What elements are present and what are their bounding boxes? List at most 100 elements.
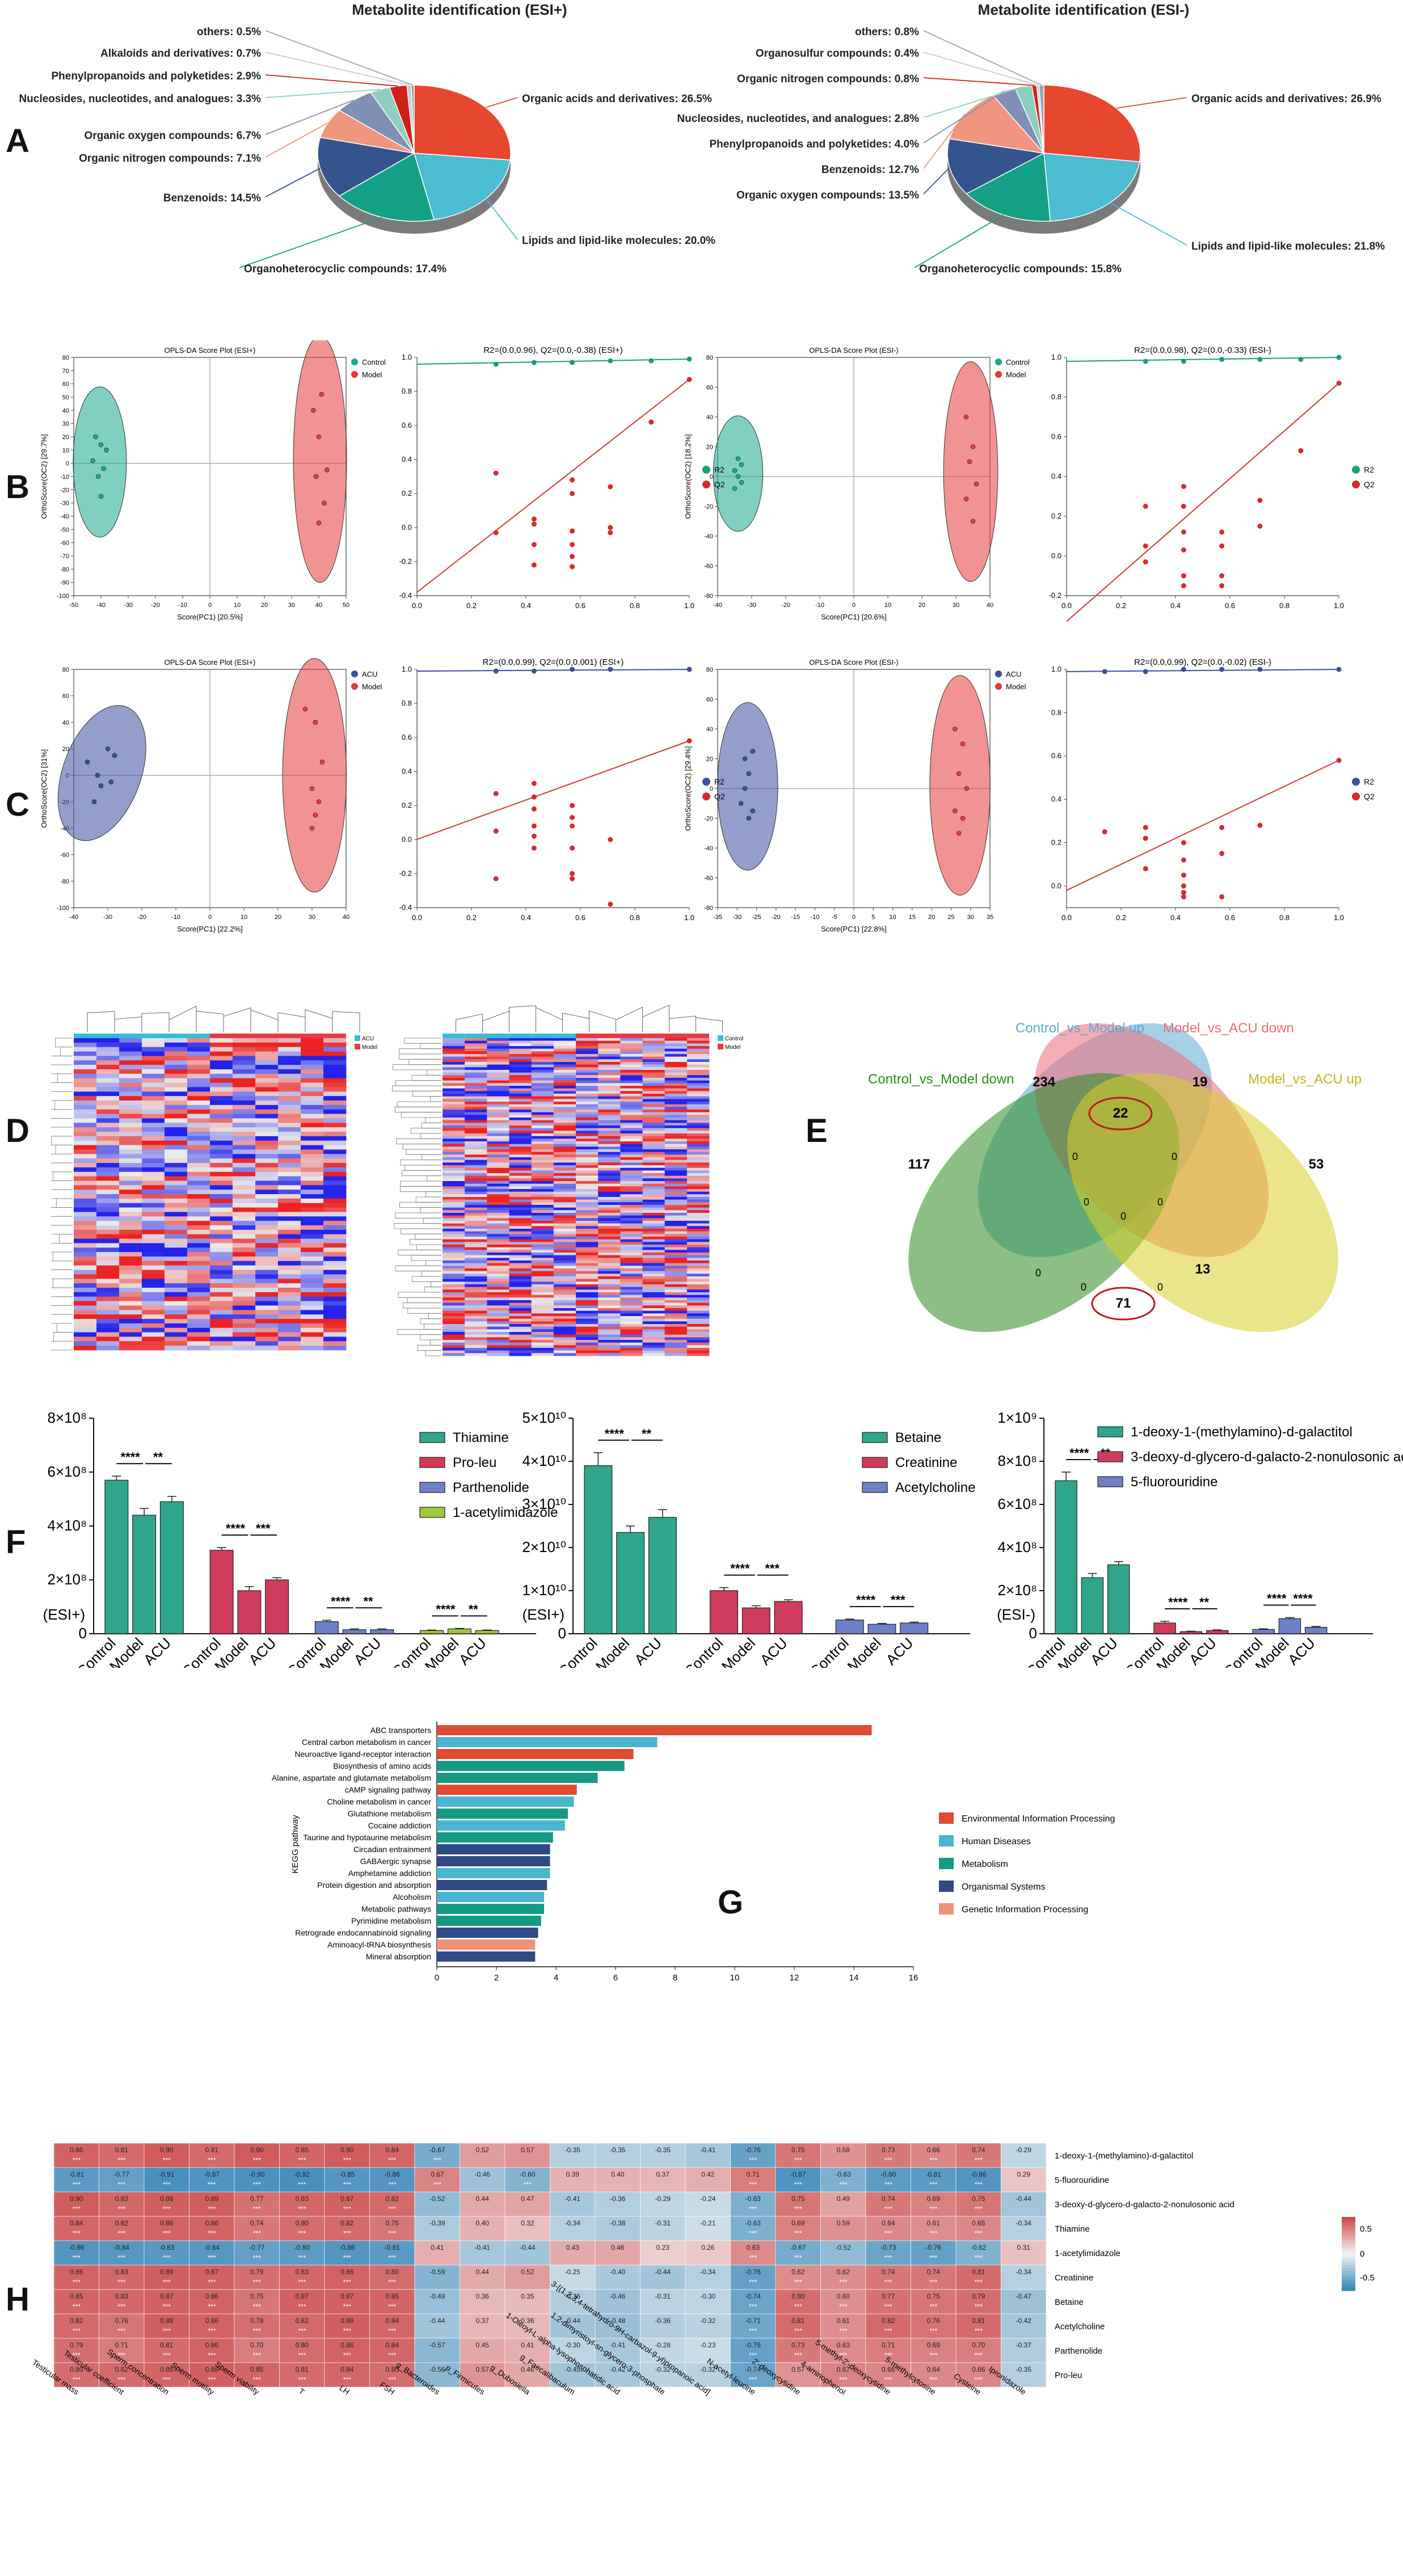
score-xtick-label: 5 [871,914,875,921]
heat-cell [664,1337,688,1340]
corr-value: -0.42 [1016,2317,1032,2325]
heat-cell [323,1198,347,1204]
corr-cell [1001,2191,1047,2217]
heat-cell [278,1194,301,1199]
score-point [739,462,744,467]
corr-scale-cell [1342,2276,1355,2280]
corr-cell [324,2362,370,2388]
score-point [750,749,756,754]
score-xtick-label: 10 [889,914,896,921]
dendro-left [51,1127,73,1137]
esi-plus-slice-3 [317,137,416,197]
corr-cell [911,2338,957,2363]
heat-cell [509,1186,532,1190]
heat-cell [142,1158,165,1163]
perm-legend-q2-dot [702,480,710,488]
heat-cell [465,1353,487,1356]
heat-cell [487,1258,509,1261]
heat-cell [598,1056,621,1060]
corr-value: 0.82 [296,2317,309,2325]
heat-cell [553,1183,576,1187]
heat-cell [664,1131,688,1134]
heat-cell [664,1213,688,1216]
bar [1252,1629,1275,1634]
heat-cell [210,1056,233,1061]
heat-cell [465,1279,487,1282]
heat-cell [576,1271,599,1274]
heat-cell [487,1324,509,1327]
heat-cell [642,1223,665,1226]
heat-cell [142,1305,165,1310]
heat-cell [487,1154,509,1158]
heat-cell [664,1083,688,1086]
heat-cell [487,1316,509,1319]
corr-sig: *** [884,2254,892,2262]
perm-q2-point [1181,889,1186,895]
heat-cell [509,1091,532,1094]
heat-cell [576,1120,599,1123]
heat-cell [443,1038,465,1042]
heat-cell [664,1125,688,1129]
perm-q2-point [608,530,613,536]
heat-cell [165,1123,188,1128]
corr-sig: *** [73,2376,81,2384]
heat-cell [531,1197,554,1200]
heat-cell [598,1348,621,1351]
heat-cell [210,1265,233,1270]
heat-cell [487,1096,509,1099]
heat-cell [119,1203,142,1208]
heat-cell [74,1060,97,1065]
kegg-bar [437,1868,550,1878]
corr-value: 0.82 [115,2366,129,2373]
heat-cell [509,1226,532,1229]
heat-cell [487,1128,509,1131]
heat-cell [301,1114,324,1119]
corr-scale-cell [1342,2217,1355,2220]
heat-cell [598,1181,621,1184]
corr-cell [234,2338,280,2363]
heat-cell [509,1072,532,1076]
heat-cell [576,1152,599,1155]
heat-cell [553,1305,576,1309]
dendro-left [51,1064,73,1074]
heat-cell [686,1326,710,1330]
dendro-left [393,1064,441,1070]
heat-cell [642,1247,665,1250]
score-point [963,414,969,420]
perm-r2-point [686,667,692,672]
heat-cell [487,1038,509,1042]
corr-sig: *** [975,2205,983,2213]
heat-cell [165,1305,188,1310]
heat-cell [74,1341,97,1346]
heat-cell [664,1191,688,1195]
bar-mode-label: (ESI-) [997,1606,1035,1623]
kegg-pathway-label: Choline metabolism in cancer [327,1797,431,1806]
heat-cell [233,1198,256,1204]
heat-cell [487,1210,509,1213]
perm-ytick-label: 0.4 [402,767,412,775]
heat-cell [74,1087,97,1092]
corr-value: 0.80 [70,2366,83,2373]
venn-count-7: 0 [1084,1196,1089,1208]
heat-cell [509,1110,532,1113]
kegg-legend-label: Organismal Systems [962,1882,1046,1892]
perm-xtick-label: 0.2 [466,601,477,610]
heat-cell [301,1145,324,1150]
heat-cell [255,1190,279,1195]
heat-cell [465,1271,487,1274]
heat-cell [576,1218,599,1221]
sig-stars: ** [363,1594,373,1608]
heat-cell [620,1292,643,1296]
heat-cell [576,1099,599,1102]
dendro-top [456,1013,483,1032]
heat-cell [187,1229,210,1235]
heat-cell [443,1107,465,1110]
heat-cell [620,1263,643,1266]
heat-cell [443,1131,465,1134]
dendro-left [398,1249,441,1256]
heat-cell [531,1046,554,1049]
kegg-bar [437,1892,544,1902]
heat-cell [553,1332,576,1335]
corr-sig: *** [298,2327,306,2335]
corr-cell [504,2265,550,2290]
